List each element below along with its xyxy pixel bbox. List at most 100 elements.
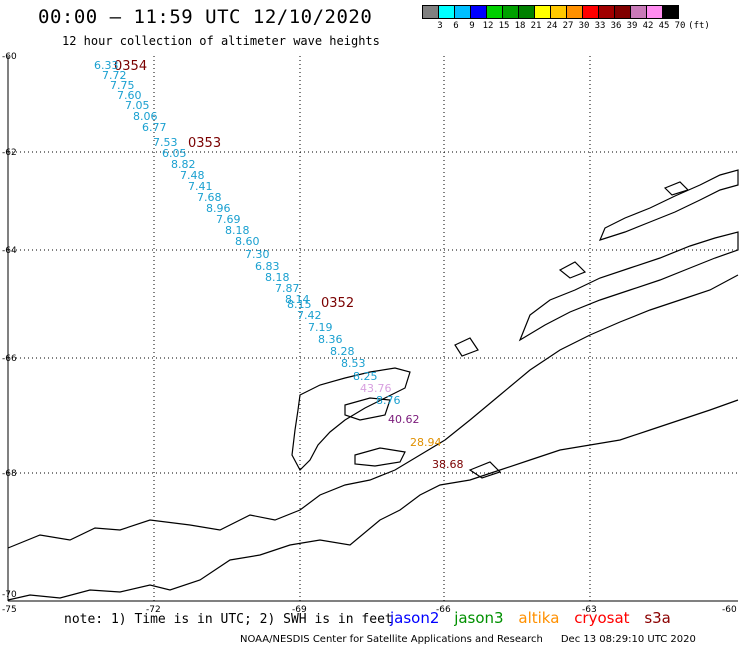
pass-label: 0353 <box>188 136 221 151</box>
swh-value: 8.53 <box>341 357 366 370</box>
lon-tick-labels: -75 -72 -69 -66 -63 -60 <box>2 605 737 615</box>
swh-value: 8.82 <box>171 158 196 171</box>
credit-line: NOAA/NESDIS Center for Satellite Applica… <box>240 634 696 645</box>
swh-value: 8.14 <box>285 293 310 306</box>
color-legend: 3 6 9 12 15 18 21 24 27 30 33 36 39 42 45 70 (ft) <box>422 5 710 33</box>
lon-label: -60 <box>722 605 737 615</box>
swh-value: 7.19 <box>308 321 333 334</box>
legend-labels: 3 6 9 12 15 18 21 24 27 30 33 36 39 42 45 70 (ft) <box>422 19 710 33</box>
legend-label: 18 <box>514 21 526 31</box>
satellite-s3a: s3a <box>644 609 671 627</box>
swh-value: 8.06 <box>133 110 158 123</box>
footer-note: note: 1) Time is in UTC; 2) SWH is in fe… <box>64 612 393 627</box>
swh-value: 8.18 <box>225 224 250 237</box>
swh-value: 7.41 <box>188 180 213 193</box>
coastline-island-2 <box>354 447 406 467</box>
observations: 6.33 7.72 7.75 7.60 7.05 8.06 6.77 7.53 … <box>94 59 464 471</box>
coastline-islands-north <box>518 231 739 342</box>
swh-value: 8.76 <box>376 394 401 407</box>
lon-label: -66 <box>436 605 451 615</box>
swh-value: 6.05 <box>162 147 187 160</box>
swh-value: 7.69 <box>216 213 241 226</box>
swh-value: 8.36 <box>318 333 343 346</box>
swh-value: 7.48 <box>180 169 205 182</box>
swh-value: 38.68 <box>432 458 464 471</box>
coastline-island-1 <box>344 397 391 421</box>
swh-value: 7.72 <box>102 69 127 82</box>
lat-label: -70 <box>2 590 17 600</box>
generated-timestamp: Dec 13 08:29:10 UTC 2020 <box>560 634 696 645</box>
credit-text: NOAA/NESDIS Center for Satellite Applica… <box>240 634 543 645</box>
coastline-alexander-island <box>291 367 411 471</box>
coastline-peninsula <box>7 274 739 549</box>
legend-label: 36 <box>610 21 622 31</box>
swh-value: 6.33 <box>94 59 119 72</box>
pass-labels: 0354 0353 0352 <box>114 59 354 311</box>
swh-value: 8.28 <box>330 345 355 358</box>
legend-label: 30 <box>578 21 590 31</box>
legend-label: 45 <box>658 21 670 31</box>
legend-label: 27 <box>562 21 574 31</box>
swh-value: 43.76 <box>360 382 392 395</box>
legend-label: 3 <box>437 21 443 31</box>
lon-label: -72 <box>146 605 161 615</box>
coastline-islet-b <box>558 261 587 279</box>
legend-label: 33 <box>594 21 606 31</box>
legend-label: 24 <box>546 21 558 31</box>
legend-label: 42 <box>642 21 654 31</box>
lat-label: -64 <box>2 246 17 256</box>
legend-label: 15 <box>498 21 510 31</box>
swh-value: 7.30 <box>245 248 270 261</box>
swh-value: 7.60 <box>117 89 142 102</box>
satellite-jason2: jason2 <box>390 609 440 627</box>
lat-label: -68 <box>2 469 17 479</box>
legend-unit: (ft) <box>688 21 710 31</box>
swh-value: 8.15 <box>287 298 312 311</box>
legend-swatch <box>662 5 679 19</box>
legend-label: 21 <box>530 21 542 31</box>
coastline <box>7 169 739 601</box>
graticule <box>8 56 738 601</box>
swh-value: 7.05 <box>125 99 150 112</box>
swh-value: 8.96 <box>206 202 231 215</box>
coastline-island-3 <box>454 337 479 357</box>
legend-label: 9 <box>469 21 475 31</box>
lat-label: -62 <box>2 148 17 158</box>
legend-label: 6 <box>453 21 459 31</box>
swh-value: 7.68 <box>197 191 222 204</box>
coastline-inner <box>7 399 739 601</box>
satellite-altika: altika <box>518 609 560 627</box>
swh-value: 7.87 <box>275 282 300 295</box>
swh-value: 7.53 <box>153 136 178 149</box>
swh-value: 8.18 <box>265 271 290 284</box>
lon-label: -63 <box>582 605 597 615</box>
coastline-islet-a <box>663 181 690 196</box>
swh-value: 6.83 <box>255 260 280 273</box>
lat-tick-labels: -60 -62 -64 -66 -68 -70 <box>2 52 17 600</box>
pass-label: 0352 <box>321 296 354 311</box>
swh-value: 6.77 <box>142 121 167 134</box>
swh-value: 8.25 <box>353 370 378 383</box>
swh-value: 28.94 <box>410 436 442 449</box>
legend-label: 12 <box>482 21 494 31</box>
coastline-islands-far <box>598 169 739 241</box>
legend-label: 70 <box>674 21 686 31</box>
satellite-legend: jason2 jason3 altika cryosat s3a <box>390 609 681 627</box>
satellite-jason3: jason3 <box>454 609 504 627</box>
coastline-islet-c <box>468 461 502 479</box>
lat-label: -60 <box>2 52 17 62</box>
satellite-cryosat: cryosat <box>574 609 630 627</box>
legend-label: 39 <box>626 21 638 31</box>
swh-value: 7.42 <box>297 309 322 322</box>
pass-label: 0354 <box>114 59 147 74</box>
map-subtitle: 12 hour collection of altimeter wave hei… <box>62 34 380 48</box>
swh-value: 8.60 <box>235 235 260 248</box>
lat-label: -66 <box>2 354 17 364</box>
lon-label: -69 <box>292 605 307 615</box>
swh-value: 40.62 <box>388 413 420 426</box>
legend-color-bar <box>422 5 679 19</box>
lon-label: -75 <box>2 605 17 615</box>
swh-value: 7.75 <box>110 79 135 92</box>
map-title: 00:00 – 11:59 UTC 12/10/2020 <box>38 6 373 28</box>
